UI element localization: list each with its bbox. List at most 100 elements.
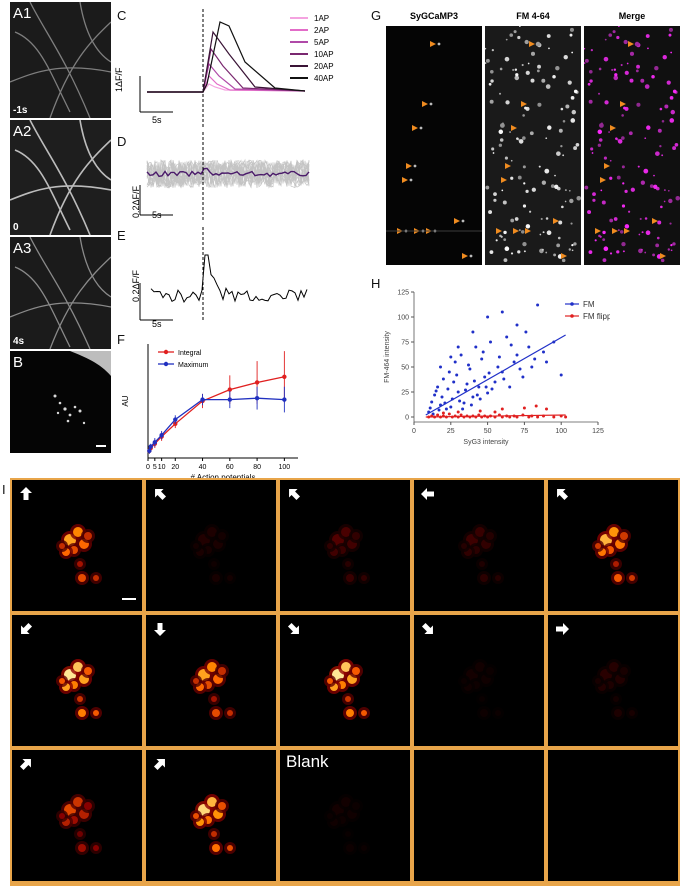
fm-puncta [522, 204, 527, 208]
h-data-point [483, 375, 487, 379]
merge-puncta [590, 147, 594, 151]
merge-puncta [597, 143, 602, 147]
h-data-point [493, 410, 497, 414]
merge-puncta [598, 138, 603, 142]
h-data-point [437, 408, 441, 412]
fm-puncta [556, 243, 561, 248]
h-y-tick-label: 0 [405, 415, 409, 422]
time-label-a2: 0 [13, 222, 19, 233]
bouton [93, 575, 99, 581]
h-data-point [545, 407, 548, 411]
sygcamp-puncta [409, 178, 413, 182]
direction-arrow-icon [287, 622, 299, 634]
f-data-point [282, 374, 287, 379]
merge-puncta [654, 66, 659, 71]
legend-entry: 5AP [290, 36, 360, 48]
h-y-tick-label: 100 [397, 315, 409, 322]
bouton [84, 667, 92, 675]
bouton [613, 561, 619, 567]
synapse-arrow-marker [624, 228, 630, 234]
merge-puncta [608, 131, 610, 133]
bouton [345, 561, 351, 567]
h-data-point [436, 413, 440, 417]
merge-puncta [644, 251, 647, 254]
bouton [609, 662, 619, 672]
bouton [486, 532, 494, 540]
fm-puncta [503, 258, 508, 263]
merge-puncta [621, 136, 625, 140]
fm-puncta [545, 251, 548, 254]
synapse-arrow-marker [462, 253, 468, 259]
h-data-point [459, 413, 463, 417]
h-y-tick-label: 25 [401, 390, 409, 397]
fm-puncta [535, 41, 541, 47]
merge-puncta [591, 152, 594, 154]
f-legend-marker [163, 349, 169, 355]
bouton [475, 527, 485, 537]
merge-puncta [603, 156, 607, 160]
bouton [495, 575, 501, 581]
merge-puncta [602, 230, 606, 235]
h-data-point [545, 360, 548, 364]
merge-puncta [663, 200, 666, 203]
fm-puncta [537, 64, 541, 69]
merge-puncta [622, 182, 625, 185]
fm-puncta [485, 47, 487, 50]
merge-puncta [612, 30, 616, 34]
bouton [361, 710, 367, 716]
merge-puncta [653, 174, 655, 177]
merge-puncta [584, 47, 586, 50]
fm-puncta [505, 38, 508, 41]
scale-x-e: 5s [152, 319, 162, 329]
fm-puncta [485, 62, 487, 65]
bouton [486, 667, 494, 675]
merge-puncta [597, 129, 603, 135]
panel-e-trace [139, 227, 308, 321]
h-data-point [490, 387, 494, 391]
panel-a2-micrograph: A2 0 [10, 120, 111, 235]
fm-puncta [571, 249, 574, 252]
fm-puncta [571, 51, 574, 54]
direction-arrow-icon [20, 487, 32, 500]
h-data-point [469, 403, 473, 407]
fm-puncta [564, 200, 567, 203]
bouton [193, 813, 199, 819]
synapse-arrow-marker [501, 177, 507, 183]
fm-puncta [517, 175, 522, 180]
merge-puncta [621, 241, 626, 247]
h-legend-label: FM [583, 300, 595, 309]
orientation-tile [12, 480, 142, 611]
merge-puncta [598, 92, 601, 95]
h-data-point [456, 390, 460, 394]
panel-label-e: E [117, 228, 126, 243]
sygcamp-puncta [469, 254, 473, 258]
fm-puncta [568, 189, 571, 192]
merge-puncta [622, 250, 625, 253]
h-data-point [542, 350, 545, 354]
synapse-arrow-marker [505, 163, 511, 169]
legend-label: 40AP [314, 73, 334, 83]
f-series-line [148, 376, 285, 452]
bouton [212, 709, 220, 717]
fm-puncta [573, 146, 578, 151]
merge-puncta [669, 95, 674, 100]
merge-puncta [587, 82, 591, 86]
merge-puncta [623, 106, 626, 110]
panel-d-traces [139, 132, 310, 220]
g-title-merge: Merge [618, 11, 646, 21]
synapse-arrow-marker [525, 228, 531, 234]
synapse-arrow-marker [610, 125, 616, 131]
h-data-point [444, 407, 448, 411]
merge-puncta [600, 189, 603, 192]
f-data-point [227, 387, 233, 392]
panel-label-a1: A1 [13, 5, 32, 22]
bouton [73, 527, 83, 537]
fm-puncta [499, 92, 502, 95]
h-data-point [467, 363, 470, 367]
panel-b-micrograph: B [10, 351, 111, 453]
fm-puncta [520, 230, 525, 234]
fm-puncta [539, 233, 542, 236]
merge-puncta [659, 107, 663, 111]
h-data-point [452, 380, 456, 384]
bouton [327, 543, 333, 549]
